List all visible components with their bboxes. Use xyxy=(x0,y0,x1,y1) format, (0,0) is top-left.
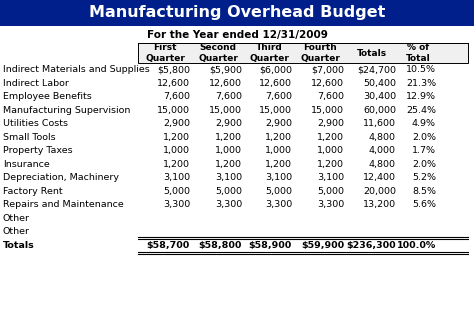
Text: 20,000: 20,000 xyxy=(363,187,396,196)
Text: 11,600: 11,600 xyxy=(363,119,396,128)
Text: 4,000: 4,000 xyxy=(369,146,396,155)
Text: 3,300: 3,300 xyxy=(317,200,344,209)
Text: 1,000: 1,000 xyxy=(215,146,242,155)
Text: 3,300: 3,300 xyxy=(163,200,190,209)
Text: 1,200: 1,200 xyxy=(163,133,190,142)
Text: 3,100: 3,100 xyxy=(215,173,242,182)
Text: 12.9%: 12.9% xyxy=(406,92,436,101)
Text: $59,900: $59,900 xyxy=(301,241,344,250)
Text: 5,000: 5,000 xyxy=(265,187,292,196)
Text: 50,400: 50,400 xyxy=(363,79,396,88)
Text: 21.3%: 21.3% xyxy=(406,79,436,88)
Text: 1,200: 1,200 xyxy=(215,160,242,169)
Bar xyxy=(0,0,474,26)
Text: Other: Other xyxy=(3,227,30,236)
Text: 2.0%: 2.0% xyxy=(412,160,436,169)
Text: 3,100: 3,100 xyxy=(265,173,292,182)
Text: $236,300: $236,300 xyxy=(346,241,396,250)
Text: Employee Benefits: Employee Benefits xyxy=(3,92,92,101)
Text: Manufacturing Overhead Budget: Manufacturing Overhead Budget xyxy=(89,5,385,21)
Text: 15,000: 15,000 xyxy=(157,106,190,115)
Text: Totals: Totals xyxy=(357,48,387,57)
Text: 3,100: 3,100 xyxy=(163,173,190,182)
Text: 4,800: 4,800 xyxy=(369,160,396,169)
Text: 60,000: 60,000 xyxy=(363,106,396,115)
Text: $7,000: $7,000 xyxy=(311,65,344,74)
Text: $6,000: $6,000 xyxy=(259,65,292,74)
Text: 4.9%: 4.9% xyxy=(412,119,436,128)
Text: Depreciation, Machinery: Depreciation, Machinery xyxy=(3,173,119,182)
Text: 1,200: 1,200 xyxy=(265,160,292,169)
Text: 4,800: 4,800 xyxy=(369,133,396,142)
Text: Manufacturing Supervision: Manufacturing Supervision xyxy=(3,106,130,115)
Text: 13,200: 13,200 xyxy=(363,200,396,209)
Text: 12,600: 12,600 xyxy=(157,79,190,88)
Text: 30,400: 30,400 xyxy=(363,92,396,101)
Text: $5,800: $5,800 xyxy=(157,65,190,74)
Text: Totals: Totals xyxy=(3,241,35,250)
Text: $5,900: $5,900 xyxy=(209,65,242,74)
Text: First
Quarter: First Quarter xyxy=(145,43,185,63)
Text: 100.0%: 100.0% xyxy=(397,241,436,250)
Text: 5.2%: 5.2% xyxy=(412,173,436,182)
Text: 3,300: 3,300 xyxy=(265,200,292,209)
Text: Third
Quarter: Third Quarter xyxy=(249,43,289,63)
Text: Insurance: Insurance xyxy=(3,160,50,169)
Text: 15,000: 15,000 xyxy=(311,106,344,115)
Text: 5,000: 5,000 xyxy=(317,187,344,196)
Text: 12,600: 12,600 xyxy=(259,79,292,88)
Text: 5,000: 5,000 xyxy=(163,187,190,196)
Text: 12,400: 12,400 xyxy=(363,173,396,182)
Text: Indirect Materials and Supplies: Indirect Materials and Supplies xyxy=(3,65,150,74)
Text: 5,000: 5,000 xyxy=(215,187,242,196)
Text: Fourth
Quarter: Fourth Quarter xyxy=(300,43,340,63)
Text: 1.7%: 1.7% xyxy=(412,146,436,155)
Text: Second
Quarter: Second Quarter xyxy=(198,43,238,63)
Text: % of
Total: % of Total xyxy=(406,43,430,63)
Text: 1,000: 1,000 xyxy=(163,146,190,155)
Text: $58,700: $58,700 xyxy=(147,241,190,250)
Text: 1,200: 1,200 xyxy=(215,133,242,142)
Text: 2,900: 2,900 xyxy=(265,119,292,128)
Text: 15,000: 15,000 xyxy=(209,106,242,115)
Text: Utilities Costs: Utilities Costs xyxy=(3,119,68,128)
Text: 2,900: 2,900 xyxy=(163,119,190,128)
Text: $24,700: $24,700 xyxy=(357,65,396,74)
Text: 7,600: 7,600 xyxy=(215,92,242,101)
Text: Repairs and Maintenance: Repairs and Maintenance xyxy=(3,200,124,209)
Text: Property Taxes: Property Taxes xyxy=(3,146,73,155)
Text: 2,900: 2,900 xyxy=(215,119,242,128)
Text: 1,200: 1,200 xyxy=(317,133,344,142)
Text: 7,600: 7,600 xyxy=(317,92,344,101)
Text: 3,300: 3,300 xyxy=(215,200,242,209)
Text: Other: Other xyxy=(3,214,30,223)
Text: 8.5%: 8.5% xyxy=(412,187,436,196)
Text: 25.4%: 25.4% xyxy=(406,106,436,115)
Text: 10.5%: 10.5% xyxy=(406,65,436,74)
Text: For the Year ended 12/31/2009: For the Year ended 12/31/2009 xyxy=(146,30,328,40)
Text: 1,200: 1,200 xyxy=(163,160,190,169)
Text: $58,800: $58,800 xyxy=(199,241,242,250)
Text: Small Tools: Small Tools xyxy=(3,133,55,142)
Text: 12,600: 12,600 xyxy=(209,79,242,88)
Text: 1,200: 1,200 xyxy=(317,160,344,169)
Text: 3,100: 3,100 xyxy=(317,173,344,182)
Text: 15,000: 15,000 xyxy=(259,106,292,115)
Text: 12,600: 12,600 xyxy=(311,79,344,88)
Text: Factory Rent: Factory Rent xyxy=(3,187,63,196)
Text: 7,600: 7,600 xyxy=(163,92,190,101)
Text: 1,000: 1,000 xyxy=(265,146,292,155)
Text: $58,900: $58,900 xyxy=(249,241,292,250)
Text: 2.0%: 2.0% xyxy=(412,133,436,142)
Text: Indirect Labor: Indirect Labor xyxy=(3,79,69,88)
Text: 1,200: 1,200 xyxy=(265,133,292,142)
Text: 7,600: 7,600 xyxy=(265,92,292,101)
Text: 5.6%: 5.6% xyxy=(412,200,436,209)
Text: 2,900: 2,900 xyxy=(317,119,344,128)
Text: 1,000: 1,000 xyxy=(317,146,344,155)
Bar xyxy=(138,43,468,63)
